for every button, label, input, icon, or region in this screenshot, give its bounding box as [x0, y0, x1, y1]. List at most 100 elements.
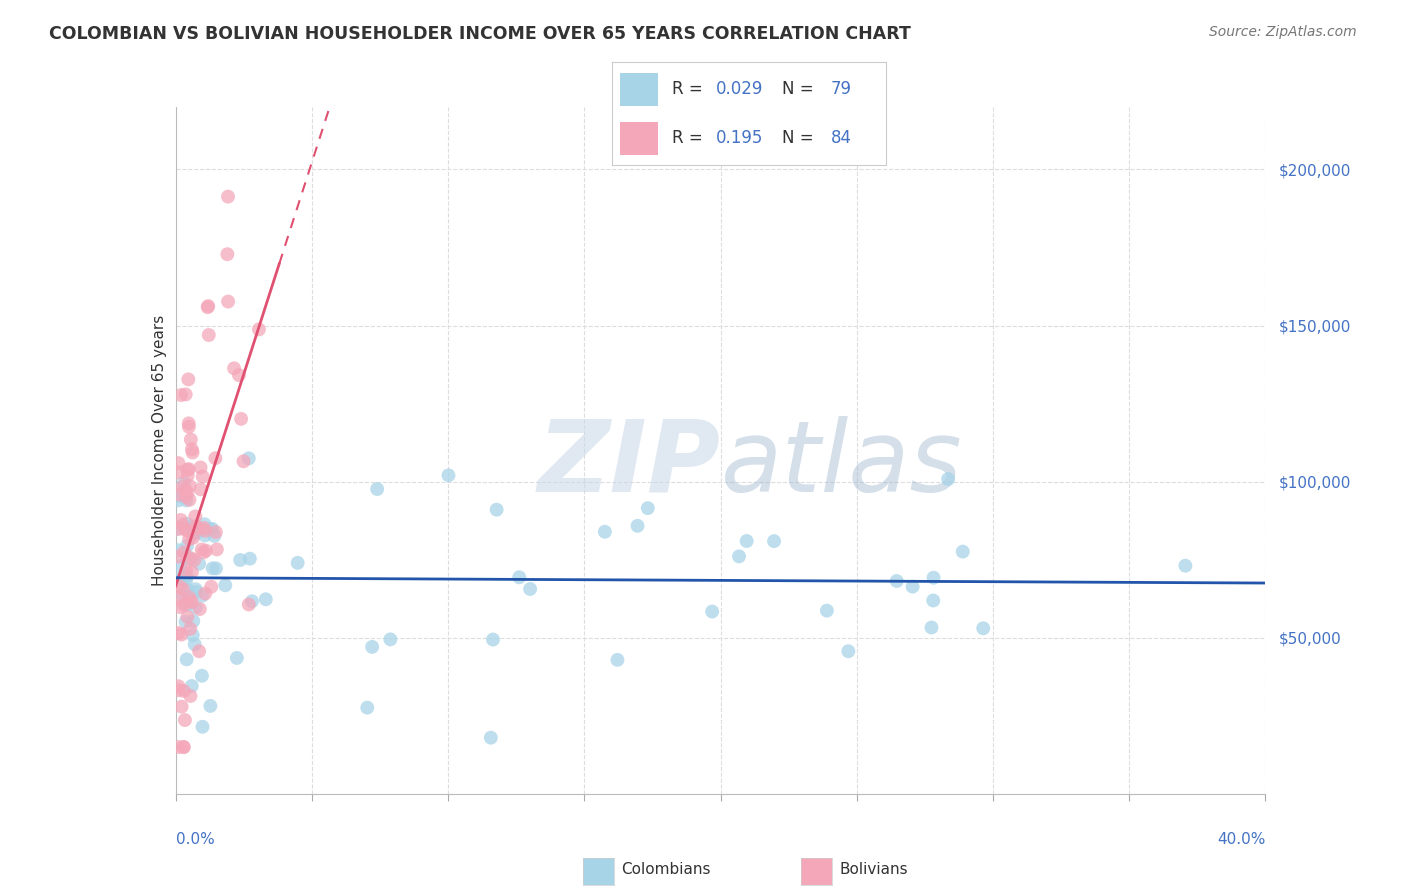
Point: [167, 549, 190, 564]
Point: [170, 388, 193, 402]
Point: [180, 565, 202, 579]
Point: [172, 517, 194, 532]
Point: [174, 574, 197, 588]
Point: [169, 600, 191, 615]
Point: [169, 580, 191, 594]
Point: [181, 628, 204, 642]
Point: [972, 621, 994, 635]
Point: [176, 485, 198, 500]
Text: atlas: atlas: [721, 416, 962, 513]
Point: [181, 445, 204, 459]
Point: [180, 519, 202, 533]
Point: [1174, 558, 1197, 573]
Point: [167, 740, 190, 755]
Point: [184, 526, 207, 541]
Point: [922, 571, 945, 585]
Point: [195, 543, 218, 558]
Point: [188, 557, 211, 571]
Point: [184, 582, 207, 597]
Point: [815, 604, 838, 618]
Point: [167, 487, 190, 501]
Point: [197, 328, 219, 343]
Point: [238, 451, 260, 466]
Point: [170, 513, 193, 527]
Point: [174, 523, 197, 537]
Point: [173, 740, 195, 755]
Point: [593, 524, 616, 539]
Point: [479, 731, 502, 745]
Point: [176, 569, 198, 583]
Point: [482, 632, 505, 647]
Point: [174, 483, 197, 497]
Point: [167, 543, 190, 558]
Point: [191, 589, 214, 603]
Point: [190, 483, 212, 497]
Point: [214, 578, 236, 592]
Point: [167, 591, 190, 605]
Point: [205, 561, 228, 575]
Text: R =: R =: [672, 129, 709, 147]
Point: [508, 570, 530, 584]
Text: 0.195: 0.195: [716, 129, 763, 147]
Point: [180, 551, 202, 566]
Point: [238, 598, 260, 612]
Point: [201, 522, 224, 536]
Point: [194, 528, 217, 542]
Point: [181, 531, 204, 545]
Point: [167, 522, 190, 536]
Point: [191, 669, 214, 683]
Point: [198, 522, 221, 536]
Text: ZIP: ZIP: [537, 416, 721, 513]
Point: [637, 501, 659, 516]
Point: [287, 556, 309, 570]
Point: [179, 479, 201, 493]
Point: [191, 720, 214, 734]
Point: [380, 632, 402, 647]
Point: [901, 580, 924, 594]
Point: [254, 592, 277, 607]
Point: [222, 361, 245, 376]
Point: [202, 529, 225, 543]
Point: [184, 509, 207, 524]
Point: [177, 417, 200, 431]
Point: [179, 492, 201, 507]
Point: [180, 442, 202, 457]
Point: [205, 542, 228, 557]
Text: 40.0%: 40.0%: [1218, 831, 1265, 847]
Point: [167, 679, 190, 693]
Point: [179, 595, 201, 609]
Point: [179, 689, 201, 703]
Point: [181, 595, 204, 609]
Point: [225, 651, 247, 665]
Point: [169, 558, 191, 573]
Point: [176, 539, 198, 553]
Point: [194, 586, 217, 600]
Point: [174, 713, 197, 727]
Point: [837, 644, 859, 658]
Point: [186, 585, 208, 599]
Point: [174, 387, 197, 401]
Point: [239, 551, 262, 566]
Point: [190, 542, 212, 557]
Point: [519, 582, 541, 596]
Point: [180, 679, 202, 693]
Point: [167, 466, 190, 480]
FancyBboxPatch shape: [620, 73, 658, 105]
Point: [356, 700, 378, 714]
Point: [200, 698, 222, 713]
Point: [170, 571, 193, 585]
Point: [167, 521, 190, 535]
Point: [176, 598, 198, 612]
Point: [217, 189, 239, 203]
Point: [179, 552, 201, 566]
Point: [728, 549, 751, 564]
Point: [361, 640, 384, 654]
Point: [177, 420, 200, 434]
Point: [197, 299, 219, 313]
Point: [181, 614, 204, 628]
Point: [229, 553, 252, 567]
Point: [485, 502, 508, 516]
Point: [167, 626, 190, 640]
Point: [170, 699, 193, 714]
Point: [177, 372, 200, 386]
